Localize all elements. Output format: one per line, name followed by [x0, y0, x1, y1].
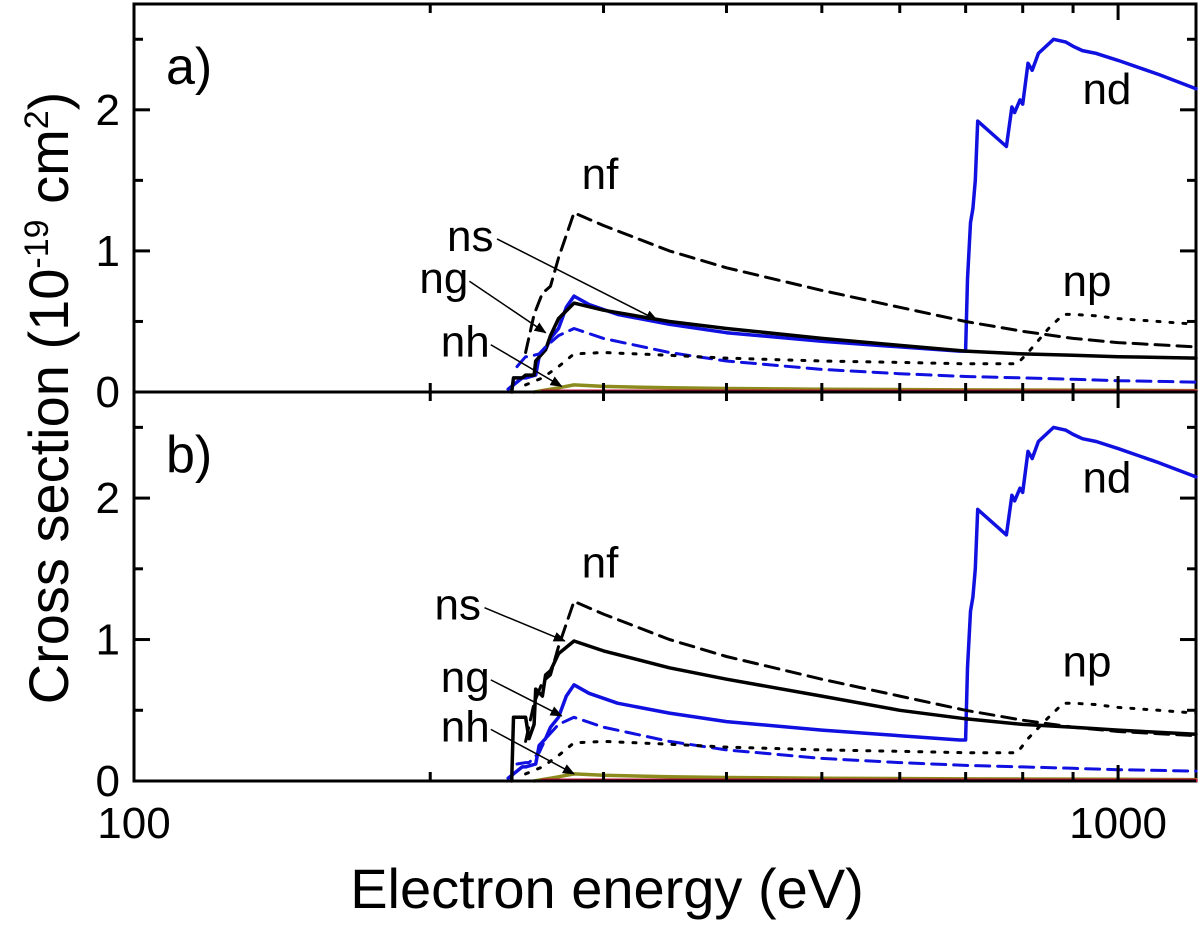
annotation-arrow-nh [490, 728, 575, 775]
y-tick-0-label: 0 [96, 757, 120, 806]
y-tick-1-label: 1 [96, 227, 120, 276]
panel-label: a) [166, 38, 212, 96]
y-axis-title-prefix: Cross section (10 [17, 269, 80, 705]
annotation-arrow-ns [496, 238, 658, 321]
annotation-arrow-ns [484, 607, 566, 642]
series-ng [515, 327, 1198, 384]
annotation-np: np [1062, 637, 1111, 686]
annotation-nd: nd [1082, 65, 1131, 114]
x-tick-label-100: 100 [97, 799, 170, 848]
annotation-arrow-ng [490, 679, 563, 717]
y-axis-title-mid: cm [17, 129, 80, 219]
y-axis-title-exp: -19 [18, 219, 56, 268]
annotation-ns: ns [434, 581, 480, 630]
x-tick-label-1000: 1000 [1069, 799, 1167, 848]
y-axis-title-exp2: 2 [18, 110, 56, 129]
annotation-arrow-ng [468, 280, 547, 334]
y-axis-title-suffix: ) [17, 92, 80, 111]
series-nd [506, 37, 1198, 391]
series-np [524, 312, 1198, 387]
annotation-np: np [1062, 257, 1111, 306]
annotation-nf: nf [582, 538, 619, 587]
y-tick-0-label: 0 [96, 368, 120, 417]
series-nf [524, 211, 1198, 354]
y-tick-1-label: 1 [96, 616, 120, 665]
series-nf [524, 599, 1198, 743]
annotation-ng: ng [441, 653, 490, 702]
annotation-ng: ng [419, 254, 468, 303]
annotation-ns: ns [447, 212, 493, 261]
panel-label: b) [166, 426, 212, 484]
x-axis-title: Electron energy (eV) [350, 857, 864, 920]
y-tick-2-label: 2 [96, 86, 120, 135]
series-np [524, 701, 1198, 776]
annotation-nf: nf [582, 150, 619, 199]
annotation-nh: nh [441, 318, 490, 367]
series-ng [515, 715, 1198, 773]
annotation-nd: nd [1082, 453, 1131, 502]
series-nd [506, 425, 1198, 780]
y-tick-2-label: 2 [96, 474, 120, 523]
annotation-nh: nh [441, 702, 490, 751]
annotation-arrow-nh [490, 344, 563, 388]
y-axis-title: Cross section (10-19 cm2) [17, 92, 80, 705]
series-ns [509, 639, 1198, 783]
series-ns [509, 301, 1198, 394]
